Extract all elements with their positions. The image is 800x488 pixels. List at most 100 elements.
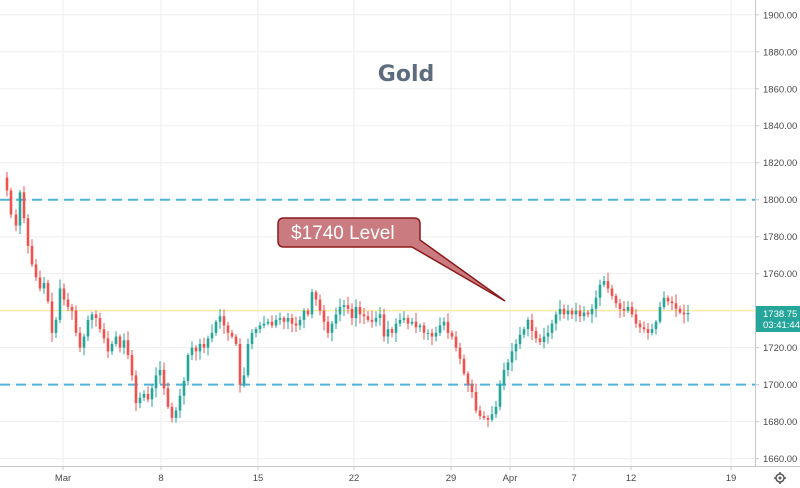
candle-body (650, 329, 654, 333)
candle-body (522, 329, 526, 335)
candle-body (566, 310, 570, 315)
y-tick-label: 1760.00 (763, 269, 797, 280)
candle-body (262, 323, 266, 326)
x-tick-label: 12 (626, 473, 637, 484)
candle-body (362, 314, 366, 317)
candle-body (486, 417, 490, 420)
candle-body (5, 177, 9, 191)
candle-body (306, 310, 310, 315)
candle-body (498, 384, 502, 407)
candle-body (342, 305, 346, 307)
candle-body (46, 282, 50, 302)
last-price-value: 1738.75 (763, 309, 797, 320)
candle-body (254, 329, 258, 333)
candle-body (474, 392, 478, 411)
candle-body (226, 325, 230, 333)
candle-body (34, 264, 38, 278)
candle-body (142, 393, 146, 398)
candle-body (154, 375, 158, 389)
candle-body (194, 347, 198, 352)
candle-body (230, 332, 234, 337)
candle-body (514, 343, 518, 352)
candle-body (210, 332, 214, 339)
candle-body (74, 310, 78, 333)
candle-body (418, 325, 422, 328)
candle-body (302, 310, 306, 320)
candle-body (86, 319, 90, 337)
candle-body (430, 332, 434, 337)
candle-body (654, 321, 658, 330)
candle-body (582, 312, 586, 317)
candle-body (162, 369, 166, 389)
candle-body (138, 397, 142, 404)
candle-body (114, 336, 118, 344)
candle-body (670, 301, 674, 304)
candle-body (494, 406, 498, 415)
candle-body (174, 410, 178, 418)
candle-body (70, 306, 74, 311)
candle-body (554, 314, 558, 324)
candle-body (18, 192, 22, 226)
candle-body (186, 355, 190, 381)
candle-body (150, 388, 154, 400)
candle-body (318, 299, 322, 311)
candle-body (238, 343, 242, 385)
candle-body (330, 323, 334, 333)
candle-body (122, 340, 126, 348)
candle-body (546, 332, 550, 337)
y-axis-ticks: 1900.00 1880.00 1860.00 1840.00 1820.00 1800.… (755, 10, 797, 465)
y-tick-label: 1680.00 (763, 417, 797, 428)
candle-body (666, 297, 670, 302)
candle-body (646, 329, 650, 333)
candle-body (518, 334, 522, 344)
candle-body (602, 281, 606, 285)
candle-body (618, 303, 622, 309)
candle-body (50, 301, 54, 333)
candle-body (422, 325, 426, 333)
candle-body (614, 295, 618, 304)
candle-body (66, 299, 70, 307)
candle-body (382, 314, 386, 337)
candle-body (478, 410, 482, 417)
settings-gear-icon[interactable] (774, 472, 786, 484)
candle-body (386, 329, 390, 337)
y-tick-label: 1880.00 (763, 47, 797, 58)
candle-body (350, 308, 354, 319)
candle-body (438, 325, 442, 333)
candle-body (218, 316, 222, 322)
candle-body (58, 288, 62, 320)
candle-body (538, 338, 542, 343)
candle-body (130, 355, 134, 376)
candle-body (586, 312, 590, 315)
last-price-box (756, 306, 800, 332)
candle-body (270, 321, 274, 326)
candle-body (182, 380, 186, 396)
candle-body (686, 312, 690, 315)
candle-body (678, 308, 682, 313)
y-tick-label: 1860.00 (763, 84, 797, 95)
last-price-label: 1738.75 03:41:44 (756, 306, 800, 332)
candle-body (338, 306, 342, 315)
candle-body (118, 336, 122, 348)
candle-body (606, 281, 610, 289)
candle-body (390, 329, 394, 333)
candle-body (30, 245, 34, 265)
candle-body (426, 332, 430, 334)
candle-body (550, 323, 554, 333)
candle-body (222, 316, 226, 326)
y-tick-label: 1820.00 (763, 158, 797, 169)
candle-body (562, 308, 566, 315)
candle-body (630, 306, 634, 315)
candle-body (526, 319, 530, 330)
candle-body (466, 373, 470, 385)
candle-body (462, 358, 466, 374)
y-tick-label: 1700.00 (763, 380, 797, 391)
candles (5, 172, 690, 428)
candle-body (22, 192, 26, 219)
annotation-callout: $1740 Level (277, 217, 506, 302)
candle-body (594, 297, 598, 309)
candle-body (374, 318, 378, 322)
candle-body (642, 327, 646, 330)
candle-body (206, 338, 210, 348)
x-tick-label: 8 (158, 473, 163, 484)
